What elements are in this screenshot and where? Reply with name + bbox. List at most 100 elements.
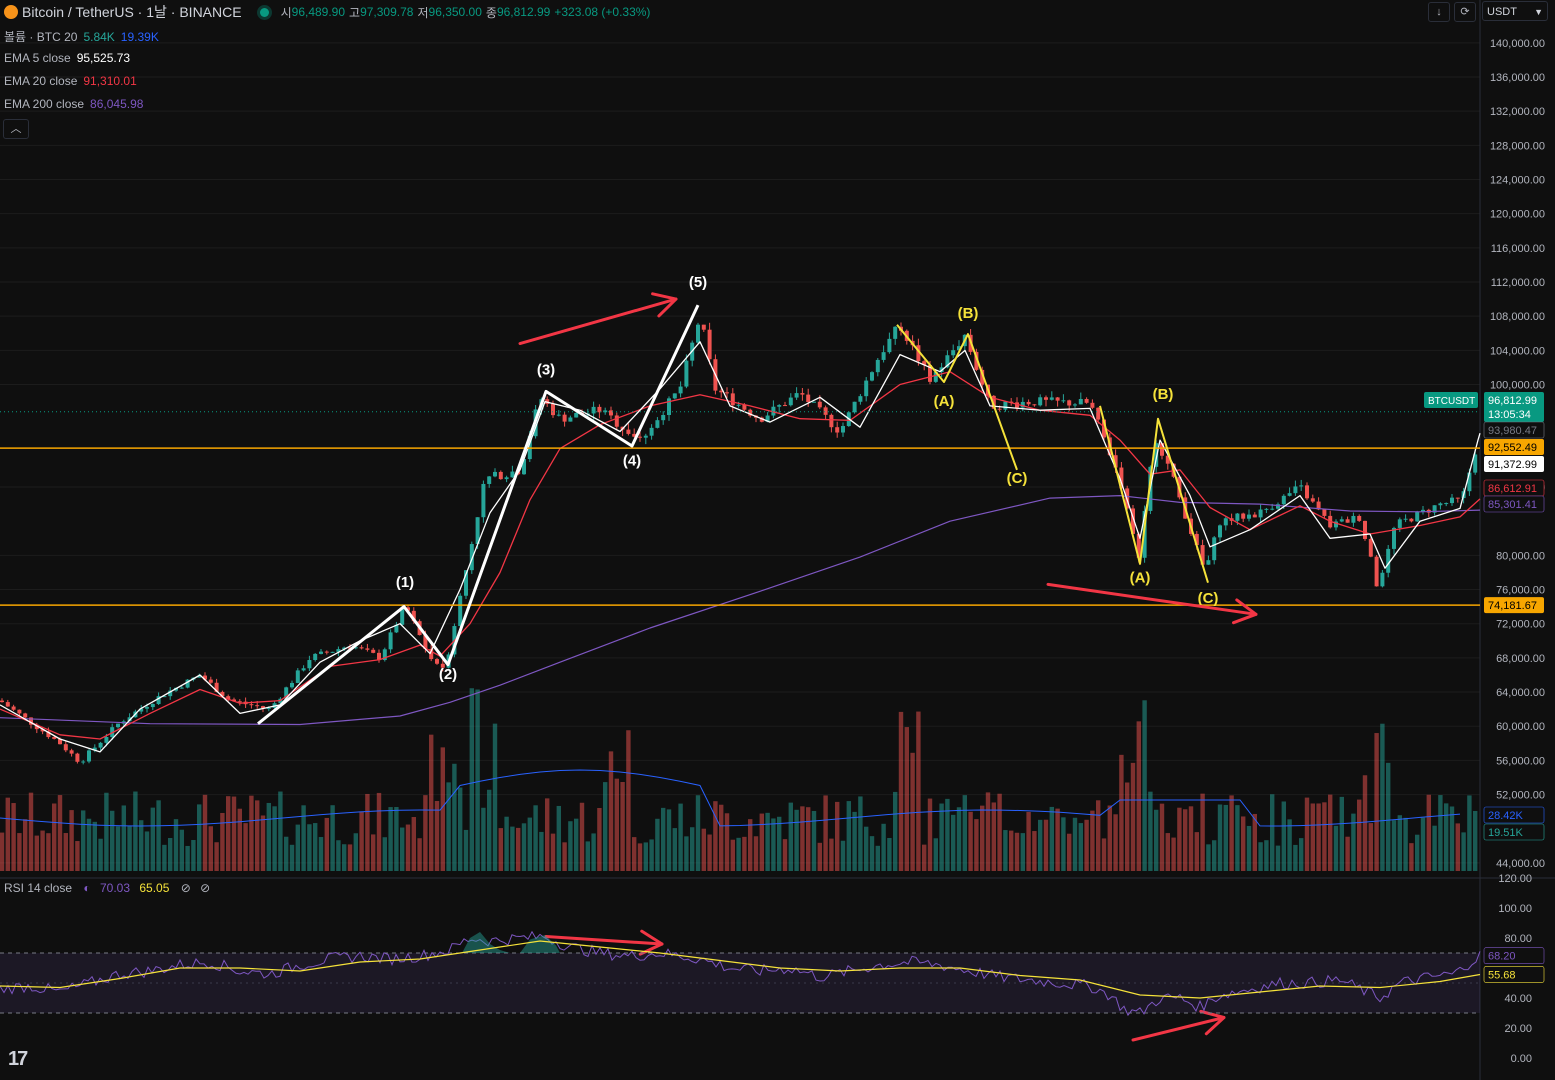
candle-body	[829, 414, 834, 428]
candle-body	[933, 372, 938, 382]
wave-label: (2)	[439, 666, 457, 683]
volume-bar	[1473, 810, 1478, 871]
volume-bar	[545, 798, 550, 871]
countdown-label: 13:05:34	[1488, 409, 1531, 421]
candle-body	[1351, 515, 1356, 523]
volume-bar	[353, 833, 358, 871]
currency-select[interactable]: USDT ▼	[1482, 1, 1548, 21]
volume-bar	[510, 826, 515, 871]
volume-bar	[1223, 804, 1228, 871]
volume-bar	[898, 711, 904, 871]
candle-body	[249, 704, 254, 706]
volume-bar	[191, 840, 196, 871]
volume-bar	[1177, 807, 1182, 871]
candle-body	[469, 544, 474, 571]
candle-body	[649, 427, 654, 436]
candle-body	[1276, 504, 1280, 509]
volume-bar	[759, 813, 764, 871]
volume-label: 볼륨 · BTC 20	[4, 30, 78, 44]
candle-body	[58, 738, 62, 745]
volume-bar	[243, 823, 248, 871]
wave-line	[257, 304, 700, 725]
volume-bar	[974, 819, 979, 871]
candle-body	[800, 393, 805, 395]
price-tag-label: 92,552.49	[1488, 442, 1537, 454]
volume-bar	[429, 734, 434, 871]
candle-body	[951, 350, 956, 356]
volume-legend[interactable]: 볼륨 · BTC 20 5.84K 19.39K	[4, 28, 159, 45]
candle-body	[1194, 533, 1199, 546]
candle-body	[330, 651, 335, 653]
volume-bar	[933, 838, 938, 871]
volume-bar	[86, 818, 92, 871]
candle-body	[150, 704, 155, 708]
volume-bar	[1287, 819, 1292, 871]
arrow-head	[651, 292, 678, 318]
candle-body	[638, 436, 642, 438]
volume-bar	[1345, 836, 1350, 871]
volume-bar	[719, 804, 724, 871]
volume-bar	[806, 807, 811, 871]
price-tag	[1484, 392, 1544, 422]
volume-bar	[220, 812, 225, 871]
candle-body	[1165, 455, 1170, 464]
volume-bar	[400, 827, 405, 871]
candle-body	[11, 706, 16, 710]
candle-body	[771, 406, 776, 416]
price-tick-label: 124,000.00	[1490, 174, 1545, 186]
candle-body	[643, 435, 648, 438]
volume-bar	[411, 817, 416, 871]
candle-body	[1235, 513, 1240, 521]
volume-ma-value: 19.39K	[120, 30, 159, 44]
candle-body	[1061, 400, 1066, 402]
volume-bar	[1304, 797, 1310, 871]
volume-bar	[1090, 810, 1095, 871]
rsi-settings-icon[interactable]: ◐	[83, 881, 91, 895]
ema5-label: EMA 5 close	[4, 51, 71, 65]
ema200-label: EMA 200 close	[4, 97, 85, 111]
rsi-line	[0, 930, 1481, 1017]
ema20-legend[interactable]: EMA 20 close 91,310.01	[4, 74, 137, 88]
candle-body	[1270, 508, 1275, 510]
rsi-legend[interactable]: RSI 14 close ◐ 70.03 65.05 ⊘ ⊘	[4, 881, 210, 895]
price-tick-label: 80,000.00	[1496, 550, 1545, 562]
volume-bar	[713, 801, 718, 871]
volume-bar	[266, 802, 271, 871]
candle-body	[179, 687, 184, 689]
candle-body	[991, 395, 996, 409]
volume-bar	[585, 841, 590, 871]
na-icon: ⊘	[180, 881, 191, 895]
candle-body	[1455, 497, 1460, 499]
candle-body	[307, 660, 312, 669]
volume-bar	[40, 830, 45, 871]
ema5-legend[interactable]: EMA 5 close 95,525.73	[4, 51, 130, 65]
candle-body	[957, 346, 961, 351]
volume-bar	[11, 803, 16, 871]
volume-bar	[678, 803, 683, 871]
candle-body	[1032, 404, 1037, 406]
collapse-legend-button[interactable]: ︿	[3, 119, 29, 139]
refresh-icon[interactable]: ⟳	[1454, 2, 1476, 22]
ema200-legend[interactable]: EMA 200 close 86,045.98	[4, 97, 143, 111]
volume-bar	[1252, 813, 1257, 871]
candle-body	[1119, 467, 1124, 489]
candle-body	[556, 414, 561, 416]
volume-bar	[985, 792, 991, 871]
volume-bar	[655, 818, 660, 871]
candle-body	[591, 406, 596, 414]
candle-body	[1264, 508, 1269, 510]
volume-bar	[1067, 833, 1072, 871]
candle-body	[1078, 398, 1083, 405]
candle-body	[1113, 455, 1118, 468]
symbol-title[interactable]: Bitcoin / TetherUS · 1날 · BINANCE	[22, 4, 242, 20]
candle-body	[916, 345, 921, 362]
download-icon[interactable]: ↓	[1428, 2, 1450, 22]
candle-body	[1038, 397, 1043, 406]
trend-arrow	[1131, 1016, 1226, 1042]
candle-body	[742, 404, 747, 410]
arrow-head	[1232, 598, 1258, 625]
volume-bar	[922, 844, 927, 871]
volume-bar	[458, 787, 463, 871]
candle-body	[423, 635, 428, 650]
